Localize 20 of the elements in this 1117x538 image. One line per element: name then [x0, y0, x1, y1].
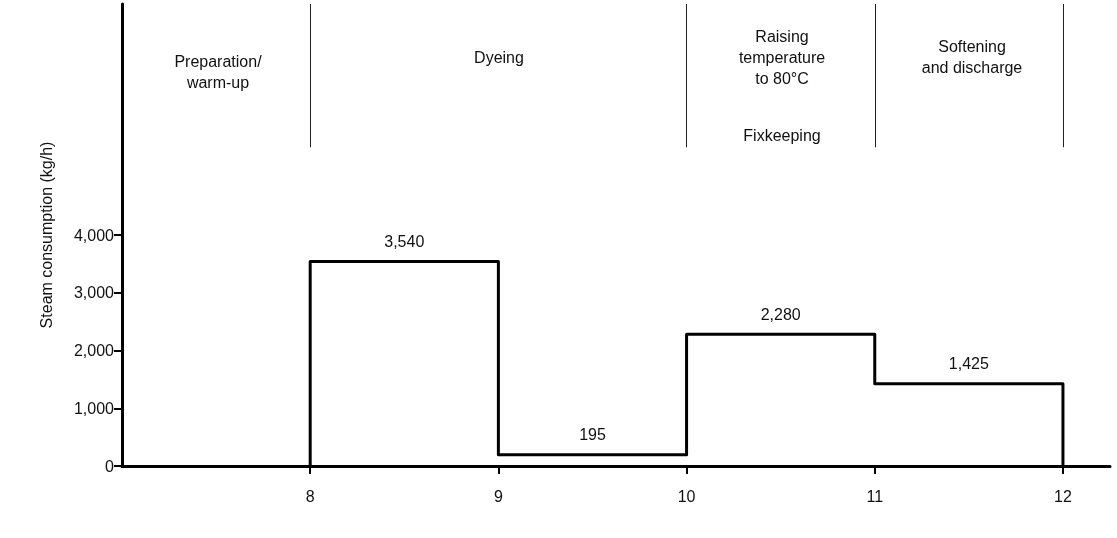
annotation: Dyeing: [474, 48, 524, 66]
x-tick-label: 8: [305, 487, 315, 505]
y-tick-label: 2,000: [73, 342, 115, 359]
data-label: 3,540: [384, 233, 425, 251]
x-tick-label: 10: [677, 487, 696, 505]
data-label: 195: [579, 426, 606, 444]
y-tick-label: 1,000: [73, 399, 115, 417]
annotation: Preparation/ warm-up: [174, 53, 263, 91]
x-tick-label: 9: [493, 487, 503, 505]
annotation: Softening and discharge: [921, 38, 1023, 76]
annotation: Fixkeeping: [743, 126, 821, 144]
y-tick-label: 3,000: [73, 284, 115, 302]
y-tick-label: 0: [105, 457, 115, 475]
x-tick-label: 11: [866, 487, 884, 505]
data-label: 2,280: [760, 305, 801, 323]
y-tick-label: 4,000: [73, 226, 115, 244]
y-axis-title: Steam consumption (kg/h): [37, 141, 55, 329]
annotation: Raising temperature to 80°C: [738, 27, 826, 87]
x-tick-label: 12: [1054, 487, 1072, 505]
data-label: 1,425: [948, 355, 989, 373]
